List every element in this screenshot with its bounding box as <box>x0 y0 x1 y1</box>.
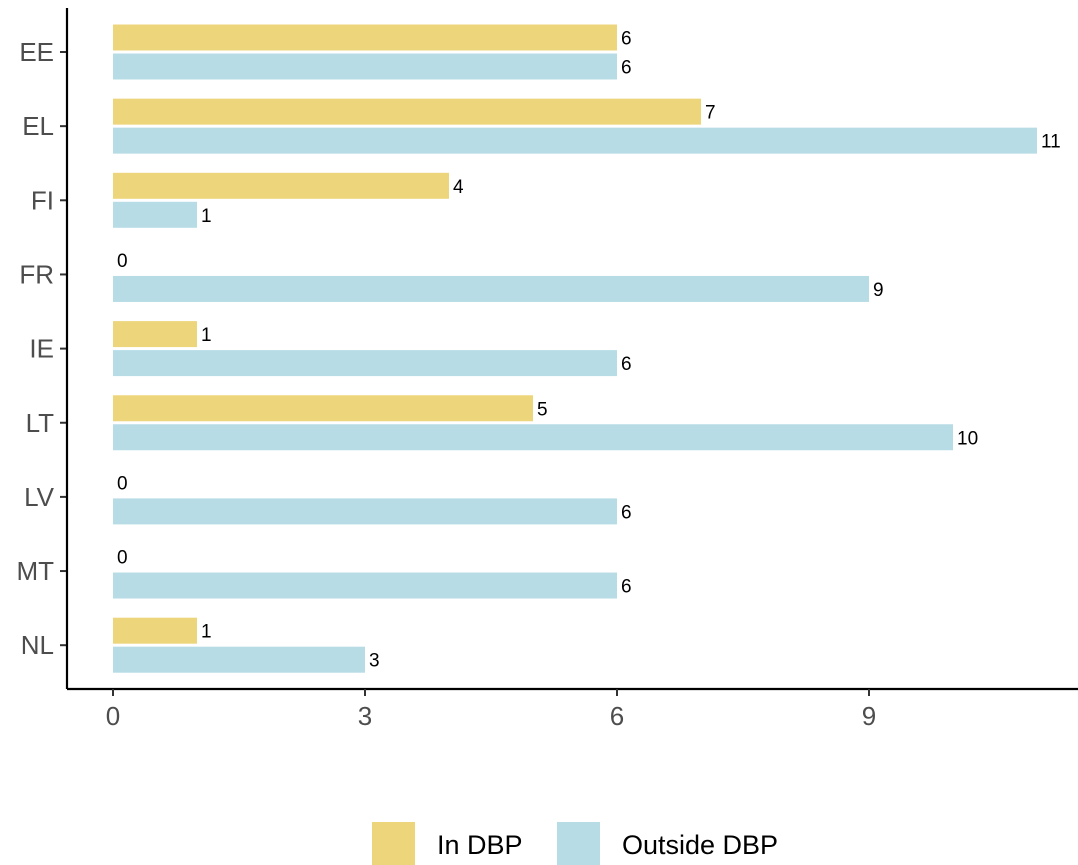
bars-layer <box>113 24 1037 673</box>
bar-nl-in-dbp <box>113 617 197 644</box>
bar-ie-outside-dbp <box>113 350 617 377</box>
data-label-ee-outside-dbp: 6 <box>621 58 632 79</box>
data-label-nl-in-dbp: 1 <box>201 622 212 643</box>
data-label-el-outside-dbp: 11 <box>1041 132 1061 153</box>
bar-lv-outside-dbp <box>113 498 617 525</box>
bar-el-in-dbp <box>113 98 701 125</box>
legend-label-outside-dbp: Outside DBP <box>622 830 778 860</box>
data-label-fi-in-dbp: 4 <box>453 177 464 198</box>
data-label-ee-in-dbp: 6 <box>621 29 632 50</box>
x-tick-label-6: 6 <box>610 701 624 731</box>
legend-label-in-dbp: In DBP <box>437 830 523 860</box>
bar-lt-in-dbp <box>113 395 533 422</box>
legend: In DBP Outside DBP <box>372 822 778 865</box>
data-label-lt-in-dbp: 5 <box>537 399 548 420</box>
data-label-el-in-dbp: 7 <box>705 103 716 124</box>
data-label-fi-outside-dbp: 1 <box>201 206 212 227</box>
bar-ie-in-dbp <box>113 321 197 348</box>
legend-swatch-outside-dbp <box>557 822 600 865</box>
bar-fi-in-dbp <box>113 172 449 199</box>
y-tick-label-lv: LV <box>24 482 55 512</box>
data-label-mt-in-dbp: 0 <box>117 548 128 569</box>
bar-lt-outside-dbp <box>113 424 953 451</box>
bar-el-outside-dbp <box>113 127 1037 154</box>
y-tick-label-fi: FI <box>31 185 54 215</box>
x-axis: 0 3 6 9 <box>67 687 1078 731</box>
bar-fi-outside-dbp <box>113 201 197 228</box>
data-label-lv-in-dbp: 0 <box>117 473 128 494</box>
data-label-ie-in-dbp: 1 <box>201 325 212 346</box>
bar-ee-outside-dbp <box>113 53 617 80</box>
x-tick-label-3: 3 <box>358 701 372 731</box>
bar-fr-outside-dbp <box>113 275 869 302</box>
data-label-lv-outside-dbp: 6 <box>621 502 632 523</box>
data-label-fr-in-dbp: 0 <box>117 251 128 272</box>
y-tick-label-lt: LT <box>26 408 55 438</box>
y-tick-label-ee: EE <box>19 37 54 67</box>
legend-swatch-in-dbp <box>372 822 415 865</box>
data-label-mt-outside-dbp: 6 <box>621 577 632 598</box>
y-tick-label-el: EL <box>22 111 54 141</box>
y-axis: EE EL FI FR IE LT LV MT NL <box>16 8 69 689</box>
y-tick-label-mt: MT <box>16 556 54 586</box>
y-tick-label-ie: IE <box>29 334 54 364</box>
bar-mt-outside-dbp <box>113 572 617 599</box>
x-tick-label-9: 9 <box>862 701 876 731</box>
data-label-fr-outside-dbp: 9 <box>873 280 884 301</box>
bar-nl-outside-dbp <box>113 646 365 673</box>
data-label-lt-outside-dbp: 10 <box>957 428 978 449</box>
y-tick-label-fr: FR <box>19 259 54 289</box>
bar-ee-in-dbp <box>113 24 617 51</box>
data-label-ie-outside-dbp: 6 <box>621 354 632 375</box>
data-label-nl-outside-dbp: 3 <box>369 651 380 672</box>
y-tick-label-nl: NL <box>21 630 54 660</box>
x-tick-label-0: 0 <box>106 701 120 731</box>
